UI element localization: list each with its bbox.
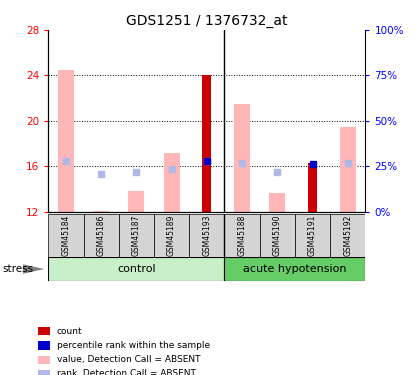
Polygon shape xyxy=(23,264,44,274)
Bar xyxy=(295,214,330,257)
Bar xyxy=(340,127,356,212)
Text: GSM45188: GSM45188 xyxy=(238,214,247,256)
Text: GSM45191: GSM45191 xyxy=(308,214,317,256)
Bar xyxy=(48,214,84,257)
Text: GSM45187: GSM45187 xyxy=(132,214,141,256)
Bar xyxy=(269,192,285,212)
Text: GSM45193: GSM45193 xyxy=(202,214,211,256)
Bar xyxy=(58,70,74,212)
Bar xyxy=(84,214,119,257)
Bar xyxy=(48,257,224,281)
Text: GSM45190: GSM45190 xyxy=(273,214,282,256)
Text: GSM45186: GSM45186 xyxy=(97,214,106,256)
Bar xyxy=(224,257,365,281)
Bar xyxy=(119,214,154,257)
Bar xyxy=(189,214,224,257)
Text: value, Detection Call = ABSENT: value, Detection Call = ABSENT xyxy=(57,355,200,364)
Bar xyxy=(308,163,317,212)
Text: GSM45184: GSM45184 xyxy=(61,214,71,256)
Bar xyxy=(164,153,179,212)
Title: GDS1251 / 1376732_at: GDS1251 / 1376732_at xyxy=(126,13,288,28)
Text: GSM45189: GSM45189 xyxy=(167,214,176,256)
Text: percentile rank within the sample: percentile rank within the sample xyxy=(57,341,210,350)
Text: rank, Detection Call = ABSENT: rank, Detection Call = ABSENT xyxy=(57,369,196,375)
Bar xyxy=(154,214,189,257)
Text: stress: stress xyxy=(2,264,33,274)
Bar xyxy=(202,75,211,212)
Text: acute hypotension: acute hypotension xyxy=(243,264,346,274)
Text: control: control xyxy=(117,264,156,274)
Bar xyxy=(93,211,109,212)
Text: count: count xyxy=(57,327,82,336)
Bar xyxy=(330,214,365,257)
Bar xyxy=(224,214,260,257)
Bar xyxy=(129,191,144,212)
Bar xyxy=(234,104,250,212)
Bar xyxy=(260,214,295,257)
Text: GSM45192: GSM45192 xyxy=(343,214,352,256)
